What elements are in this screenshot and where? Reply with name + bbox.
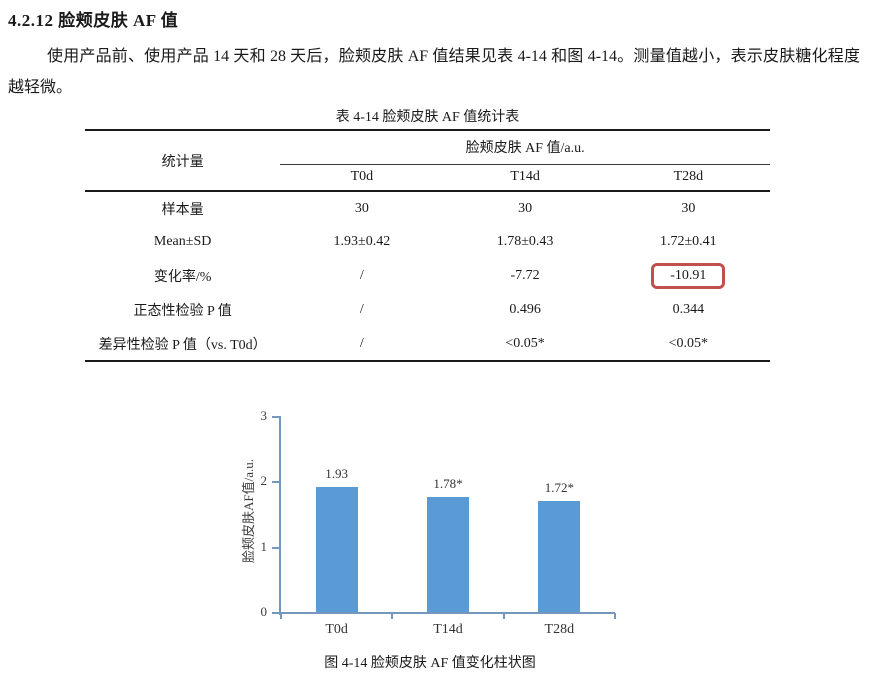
table-row: 差异性检验 P 值（vs. T0d） / <0.05* <0.05* bbox=[85, 327, 770, 361]
table-row: 正态性检验 P 值 / 0.496 0.344 bbox=[85, 293, 770, 327]
col-header-t28d: T28d bbox=[606, 164, 770, 192]
table-row: 变化率/% / -7.72 -10.91 bbox=[85, 259, 770, 293]
stats-table: 统计量 脸颊皮肤 AF 值/a.u. T0d T14d T28d 样本量 30 … bbox=[85, 129, 770, 362]
chart-plot-area: 0 1 2 3 1.93 T0d 1.78* T14d 1.72* T28d bbox=[261, 408, 616, 637]
bar-value-label: 1.78* bbox=[433, 475, 463, 491]
row-label: Mean±SD bbox=[153, 234, 212, 249]
x-axis-line bbox=[279, 612, 615, 614]
x-axis-tick bbox=[614, 613, 616, 619]
x-axis-tick bbox=[391, 613, 394, 619]
bar-chart: 脸颊皮肤AF值/a.u. 0 1 2 3 1.93 T0d 1.78* T14d 1.72* T2… bbox=[228, 398, 652, 650]
section-heading: 4.2.12 脸颊皮肤 AF 值 bbox=[8, 11, 179, 30]
figure-caption: 图 4-14 脸颊皮肤 AF 值变化柱状图 bbox=[324, 656, 536, 671]
table-subheader-row: T0d T14d T28d bbox=[85, 164, 770, 192]
col-header-t0d: T0d bbox=[280, 164, 444, 192]
y-tick-label: 3 bbox=[260, 408, 268, 423]
table-cell: 30 bbox=[518, 200, 533, 216]
x-category-label: T14d bbox=[433, 622, 463, 637]
table-cell: / bbox=[359, 302, 364, 317]
table-cell: 1.93±0.42 bbox=[333, 234, 391, 249]
row-label: 样本量 bbox=[161, 202, 204, 218]
table-caption: 表 4-14 脸颊皮肤 AF 值统计表 bbox=[335, 110, 520, 125]
table-cell: / bbox=[359, 268, 364, 283]
row-label: 变化率/% bbox=[153, 270, 212, 285]
y-axis-title: 脸颊皮肤AF值/a.u. bbox=[241, 459, 256, 564]
y-axis-tick bbox=[272, 481, 281, 484]
y-tick-label: 2 bbox=[260, 473, 268, 489]
x-axis-tick bbox=[502, 613, 505, 619]
table-header-row: 统计量 脸颊皮肤 AF 值/a.u. bbox=[85, 130, 770, 192]
table-cell: 0.496 bbox=[509, 302, 541, 317]
y-tick-label: 1 bbox=[260, 538, 268, 554]
table-row: 样本量 30 30 30 bbox=[85, 191, 770, 225]
col-header-t14d: T14d bbox=[443, 164, 607, 192]
table-cell: 30 bbox=[681, 200, 696, 216]
row-label: 正态性检验 P 值 bbox=[133, 304, 232, 319]
y-axis-tick bbox=[272, 416, 281, 418]
group-header: 脸颊皮肤 AF 值/a.u. bbox=[280, 130, 770, 165]
table-cell: / bbox=[359, 335, 364, 351]
x-category-label: T0d bbox=[325, 622, 348, 637]
table-cell-highlighted: -10.91 bbox=[607, 259, 770, 293]
bar bbox=[538, 500, 581, 613]
y-axis-tick bbox=[272, 546, 281, 549]
y-axis-tick bbox=[272, 612, 281, 614]
y-tick-label: 0 bbox=[260, 604, 268, 619]
bar-value-label: 1.72* bbox=[544, 479, 574, 495]
table-cell: 0.344 bbox=[672, 302, 705, 317]
y-axis-line bbox=[279, 417, 281, 615]
body-paragraph: 使用产品前、使用产品 14 天和 28 天后，脸颊皮肤 AF 值结果见表 4-1… bbox=[8, 48, 860, 96]
bar-value-label: 1.93 bbox=[325, 465, 349, 481]
x-category-label: T28d bbox=[544, 622, 575, 637]
table-row: Mean±SD 1.93±0.42 1.78±0.43 1.72±0.41 bbox=[85, 225, 770, 259]
stat-col-header: 统计量 bbox=[85, 130, 281, 192]
table-cell: -7.72 bbox=[510, 268, 540, 283]
highlight-box: -10.91 bbox=[651, 263, 726, 289]
bar bbox=[315, 486, 358, 613]
table-cell: 1.78±0.43 bbox=[496, 234, 554, 249]
table-cell: 30 bbox=[354, 200, 369, 216]
table-cell: <0.05* bbox=[505, 335, 545, 351]
x-axis-tick bbox=[280, 613, 282, 619]
row-label: 差异性检验 P 值（vs. T0d） bbox=[98, 337, 267, 353]
table-cell: 1.72±0.41 bbox=[660, 234, 717, 249]
table-cell: <0.05* bbox=[668, 335, 709, 351]
bar bbox=[427, 496, 469, 613]
